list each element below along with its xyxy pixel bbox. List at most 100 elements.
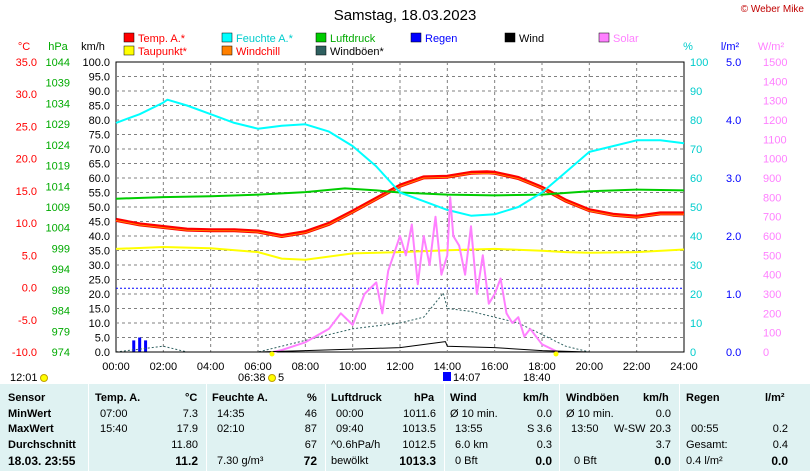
legend-label-8: Windböen*	[330, 46, 385, 58]
kmh-tick-14: 30.0	[89, 260, 110, 272]
kmh-tick-9: 55.0	[89, 188, 110, 200]
rain-bar-0	[132, 340, 136, 352]
pct-tick-6: 40	[690, 231, 702, 243]
chart-title: Samstag, 18.03.2023	[334, 7, 477, 24]
x-tick-2: 04:00	[197, 361, 225, 373]
stats-header-press-unit: hPa	[414, 392, 435, 404]
series-line-5	[115, 292, 684, 353]
hpa-tick-10: 994	[52, 264, 70, 276]
gust-max: 20.3	[649, 423, 671, 435]
solar-tick-11: 400	[763, 270, 781, 282]
temp-tick-7: 0.0	[22, 283, 37, 295]
stats-header-gust: Windböen	[566, 392, 620, 404]
series-line-2	[115, 246, 685, 261]
press-min: 1011.6	[403, 408, 436, 420]
annotation-sunrise-val: 5	[278, 372, 284, 384]
temp-tick-8: -5.0	[18, 315, 37, 327]
hum-min: 46	[304, 408, 317, 420]
series-line-6	[272, 196, 559, 353]
wind-bft: 0 Bft	[455, 455, 478, 467]
gust-min-label: Ø 10 min.	[566, 408, 614, 420]
hpa-tick-4: 1024	[46, 140, 70, 152]
stats-row-max: MaxWert	[8, 423, 54, 435]
hpa-tick-0: 1044	[46, 57, 70, 69]
kmh-tick-8: 60.0	[89, 173, 110, 185]
hum-max: 87	[304, 423, 317, 435]
wind-max-dir: S	[527, 423, 535, 435]
pct-tick-4: 60	[690, 173, 702, 185]
legend-swatch-4	[504, 32, 516, 43]
hpa-unit-label: hPa	[48, 41, 68, 53]
hum-min-time: 14:35	[217, 408, 245, 420]
kmh-tick-13: 35.0	[89, 246, 110, 258]
legend-label-3: Regen	[425, 33, 457, 45]
temp-tick-5: 10.0	[16, 218, 37, 230]
press-current: 1013.3	[399, 454, 436, 468]
pct-tick-1: 90	[690, 86, 702, 98]
gust-min: 0.0	[655, 408, 671, 420]
x-tick-7: 14:00	[434, 361, 462, 373]
series-line-7	[116, 341, 684, 353]
legend-swatch-7	[221, 45, 233, 56]
sunrise-icon	[268, 374, 276, 382]
stats-header-temp-unit: °C	[185, 392, 198, 404]
legend-label-1: Feuchte A.*	[236, 33, 294, 45]
wind-max-time: 13:55	[455, 423, 483, 435]
x-tick-1: 02:00	[150, 361, 178, 373]
kmh-tick-4: 80.0	[89, 115, 110, 127]
pct-tick-10: 0	[690, 347, 696, 359]
stats-row-min: MinWert	[8, 408, 52, 420]
x-tick-11: 22:00	[623, 361, 651, 373]
legend-label-7: Windchill	[236, 46, 280, 58]
solar-unit-label: W/m²	[758, 41, 785, 53]
kmh-tick-7: 65.0	[89, 159, 110, 171]
legend-label-0: Temp. A.*	[138, 33, 186, 45]
legend-swatch-6	[123, 45, 135, 56]
stats-row-avg: Durchschnitt	[8, 439, 76, 451]
legend-label-4: Wind	[519, 33, 544, 45]
pct-unit-label: %	[683, 41, 693, 53]
kmh-tick-16: 20.0	[89, 289, 110, 301]
rain-total: 0.4	[772, 439, 788, 451]
hum-avg: 67	[304, 439, 317, 451]
rain-tick-5: 0.0	[726, 347, 741, 359]
hpa-tick-13: 979	[52, 326, 70, 338]
rain-tick-4: 1.0	[726, 289, 741, 301]
kmh-tick-17: 15.0	[89, 304, 110, 316]
temp-tick-9: -10.0	[12, 347, 37, 359]
temp-tick-6: 5.0	[22, 250, 37, 262]
stats-header-temp: Temp. A.	[95, 392, 141, 404]
stats-header-hum-unit: %	[307, 392, 317, 404]
stats-header-hum: Feuchte A.	[212, 392, 268, 404]
stats-row-current: 18.03. 23:55	[8, 454, 76, 468]
rain-max-time: 00:55	[691, 423, 719, 435]
x-tick-6: 12:00	[386, 361, 414, 373]
x-tick-5: 10:00	[339, 361, 367, 373]
pct-tick-5: 50	[690, 202, 702, 214]
legend-swatch-3	[410, 32, 422, 43]
series-line-3	[115, 187, 685, 200]
pct-tick-2: 80	[690, 115, 702, 127]
hpa-tick-12: 984	[52, 306, 70, 318]
temp-tick-3: 20.0	[16, 154, 37, 166]
rain-current-rate: 0.0	[771, 454, 788, 468]
annotation-sunrise: 06:38	[238, 372, 266, 384]
legend-label-6: Taupunkt*	[138, 46, 188, 58]
hpa-tick-8: 1004	[46, 223, 70, 235]
press-max-time: 09:40	[336, 423, 364, 435]
solar-tick-4: 1100	[763, 134, 787, 146]
stats-header-wind-unit: km/h	[523, 392, 549, 404]
kmh-tick-2: 90.0	[89, 86, 110, 98]
sunset-marker	[553, 351, 559, 357]
stats-header-rain: Regen	[686, 392, 720, 404]
kmh-tick-3: 85.0	[89, 101, 110, 113]
press-weather: bewölkt	[331, 455, 369, 467]
hum-max-time: 02:10	[217, 423, 245, 435]
x-tick-9: 18:00	[528, 361, 556, 373]
press-avg: 1012.5	[402, 439, 436, 451]
temp-min-time: 07:00	[100, 408, 128, 420]
temp-tick-2: 25.0	[16, 121, 37, 133]
kmh-unit-label: km/h	[81, 41, 105, 53]
x-tick-12: 24:00	[670, 361, 698, 373]
temp-min: 7.3	[182, 408, 198, 420]
